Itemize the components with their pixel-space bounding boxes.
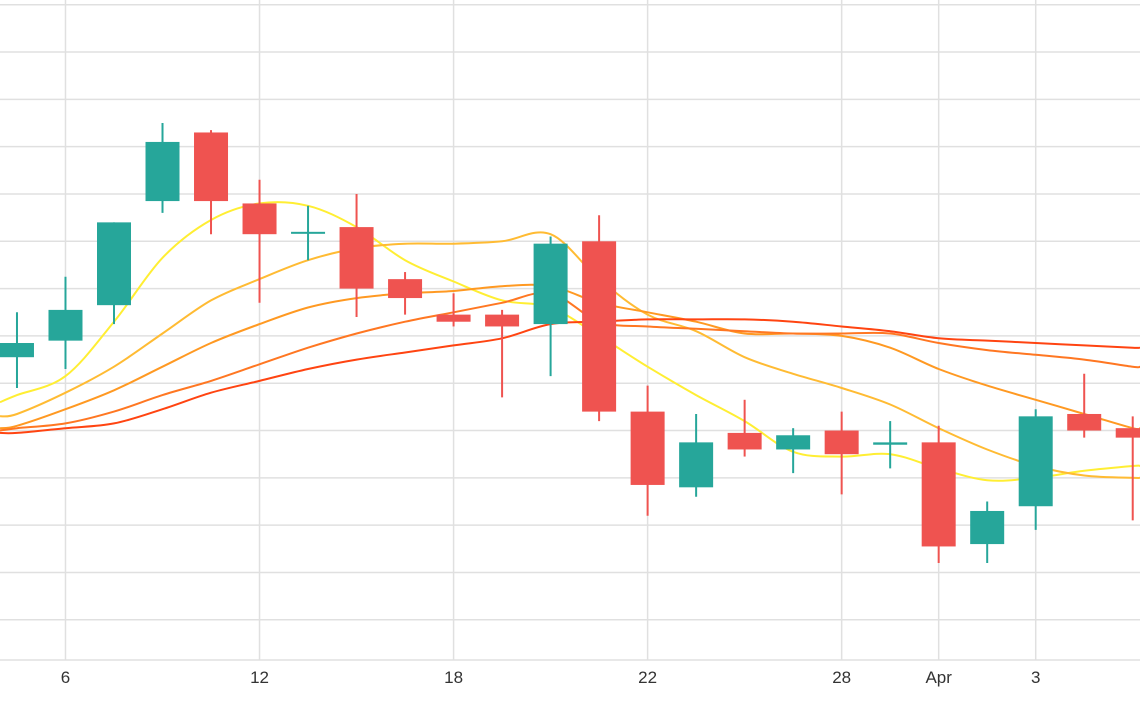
candle — [582, 215, 617, 422]
candle — [388, 272, 423, 315]
x-tick-label: 28 — [832, 668, 851, 687]
x-tick-label: 6 — [61, 668, 70, 687]
moving-average-line-5 — [0, 318, 1140, 435]
candle — [921, 425, 956, 564]
candle — [48, 276, 83, 370]
candle-body — [776, 435, 811, 450]
candle-body — [824, 430, 859, 455]
candle-body — [1115, 428, 1140, 438]
candle-body — [194, 132, 229, 202]
candle — [436, 293, 471, 327]
candle-layer — [0, 123, 1140, 564]
moving-average-line-3 — [0, 283, 1140, 431]
candle-body — [679, 442, 714, 488]
candle — [194, 130, 229, 235]
candle — [1115, 416, 1140, 521]
candle-body — [921, 442, 956, 547]
candle — [630, 385, 665, 516]
candle-body — [0, 343, 34, 358]
x-tick-label: Apr — [925, 668, 952, 687]
grid-layer — [0, 0, 1140, 661]
candle — [291, 205, 326, 261]
candle-body — [48, 309, 83, 341]
candle — [0, 312, 34, 388]
candle — [533, 236, 568, 377]
x-tick-label: 22 — [638, 668, 657, 687]
candle-body — [873, 442, 908, 445]
candle-body — [1067, 413, 1102, 431]
x-tick-label: 18 — [444, 668, 463, 687]
candle-body — [291, 231, 326, 234]
candle-body — [970, 510, 1005, 545]
candle — [679, 413, 714, 497]
candle — [970, 501, 1005, 564]
candle-body — [339, 227, 374, 289]
candle-body — [145, 141, 180, 202]
candle — [776, 428, 811, 474]
candle — [873, 421, 908, 469]
moving-average-layer — [0, 201, 1140, 482]
candle — [1018, 409, 1053, 530]
x-tick-label: 3 — [1031, 668, 1040, 687]
candle-body — [1018, 416, 1053, 507]
candle — [339, 193, 374, 317]
candle-body — [97, 222, 131, 306]
x-tick-label: 12 — [250, 668, 269, 687]
candle — [824, 411, 859, 495]
moving-average-line-4 — [0, 291, 1140, 432]
candle — [242, 179, 277, 303]
x-axis: 6 12 18 22 28 Apr 3 — [61, 668, 1041, 687]
moving-average-line-2 — [0, 231, 1140, 479]
candle — [1067, 373, 1102, 438]
candle-body — [727, 432, 762, 450]
candle-body — [388, 279, 423, 299]
candle-body — [485, 314, 520, 327]
candle-body — [436, 314, 471, 322]
candle — [97, 222, 131, 325]
candle — [727, 399, 762, 457]
candle-body — [242, 203, 277, 235]
candle — [145, 123, 180, 213]
candle-body — [533, 243, 568, 325]
candle-body — [582, 241, 617, 412]
candle-body — [630, 411, 665, 485]
moving-average-line-1 — [0, 201, 1140, 482]
candle — [485, 309, 520, 398]
